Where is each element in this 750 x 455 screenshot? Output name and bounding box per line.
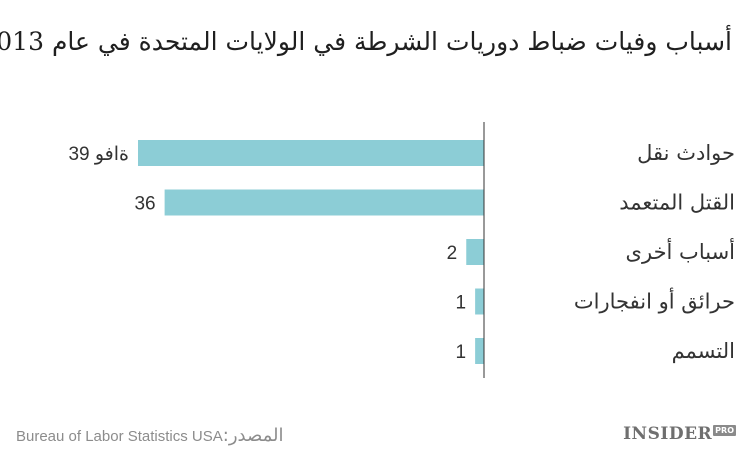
- source-label: :المصدر: [222, 425, 284, 446]
- bar: [164, 189, 484, 216]
- brand-name: INSIDER: [623, 424, 713, 444]
- bar: [466, 239, 484, 265]
- category-labels-layer: حوادث نقل القتل المتعمد أسباب أخرى حرائق أو…: [574, 141, 735, 364]
- value-label: 1: [456, 293, 467, 314]
- chart-title: أسباب وفيات ضباط دوريات الشرطة في الولاي…: [0, 27, 732, 56]
- category-label: حوادث نقل: [637, 141, 735, 165]
- bar: [475, 338, 484, 364]
- source-value: Bureau of Labor Statistics USA: [16, 428, 223, 445]
- category-label: حرائق أو انفجارات: [574, 288, 735, 314]
- category-label: التسمم: [672, 339, 735, 364]
- bar: [138, 140, 484, 166]
- category-label: أسباب أخرى: [626, 238, 735, 264]
- bars-layer: [138, 140, 484, 364]
- value-label: 1: [456, 342, 467, 363]
- category-label: القتل المتعمد: [619, 191, 735, 215]
- bar: [475, 288, 484, 315]
- brand-sub: PRO: [713, 425, 736, 436]
- bar-chart: ةافو 39 36 2 1 1 حوادث نقل القتل المتعمد أسباب…: [68, 122, 735, 378]
- value-label: ةافو 39: [68, 144, 129, 165]
- value-label: 2: [447, 243, 458, 264]
- value-label: 36: [134, 194, 155, 215]
- value-labels-layer: ةافو 39 36 2 1 1: [68, 144, 466, 363]
- brand-logo: INSIDER PRO: [623, 424, 736, 444]
- source-note: Bureau of Labor Statistics USA:المصدر: [16, 425, 284, 446]
